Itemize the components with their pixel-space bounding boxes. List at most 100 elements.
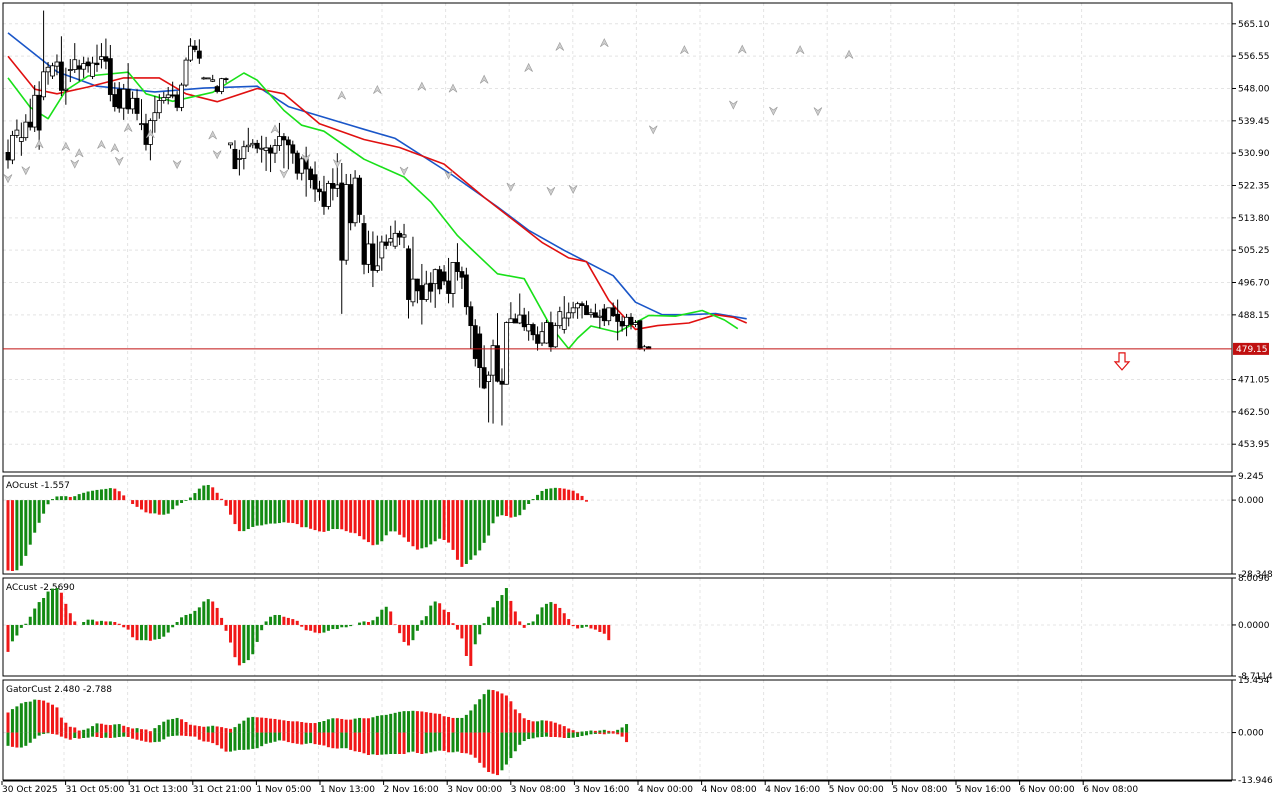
candle [588,308,594,318]
candle [228,142,233,149]
candle-body [90,62,95,77]
candle-body [254,142,260,149]
candle [463,267,469,315]
candle-body [508,318,514,324]
candle-body [268,147,273,154]
candle [281,133,287,169]
candle-body [219,78,225,92]
candle-body [45,66,51,73]
ao-panel[interactable]: AOcust -1.557 [6,481,588,572]
candle [285,136,291,170]
candle-body [36,94,42,131]
candle [179,82,184,112]
candle-body [579,303,585,306]
candle-body [214,86,220,92]
candle-body [245,144,251,148]
candle [125,63,131,114]
candle [268,144,273,173]
candle [54,54,60,76]
panel-frame-gator [2,679,1233,781]
candle-body [63,88,69,91]
candle-body [472,325,478,359]
candle-body [490,345,496,376]
candle [205,77,211,80]
fractal-down-icon [399,166,409,176]
candle [610,302,616,317]
fractal-down-icon [114,156,124,166]
fractal-up-icon [61,141,71,151]
candle [277,122,282,151]
gator-panel[interactable]: GatorCust 2.480 -2.788 [6,685,629,776]
candle-body [321,191,327,207]
candle [352,170,358,227]
candle-body [588,312,594,316]
candle-body [477,333,483,369]
candle-body [308,168,314,181]
candle [36,81,42,150]
candle [99,43,104,69]
alligator-jaw-line [7,32,747,320]
sell-arrow-icon [1113,352,1131,371]
fractal-down-icon [21,166,31,176]
price-panel[interactable] [3,10,1232,426]
y-tick-label: 0.000 [1238,729,1264,739]
candle-body [566,312,572,319]
candle [245,127,251,153]
candle-body [281,136,287,141]
candle [383,234,389,250]
candle-body [23,121,29,139]
candle-body [535,334,540,344]
candle-body [348,184,354,224]
fractal-up-icon [448,83,458,93]
candle [299,156,305,181]
fractal-up-icon [524,62,533,72]
candle [366,230,371,274]
candle-body [259,147,265,150]
price-scale[interactable]: 565.10 556.55 548.00 539.45 530.90 522.35 513.… [1232,20,1273,786]
candle [388,225,394,246]
x-tick-label: 2 Nov 16:00 [384,785,439,795]
y-tick-label: 505.25 [1238,246,1270,256]
candle [641,344,647,352]
candle [317,180,322,201]
candle [521,307,527,331]
candle-body [441,271,447,282]
candle [503,321,509,385]
candle [41,10,46,101]
candle-body [352,177,358,224]
time-scale[interactable]: 30 Oct 2025 31 Oct 05:00 31 Oct 13:00 31 Oc… [1,781,1138,795]
candle-body [463,274,469,308]
candle [139,99,144,131]
candle [152,96,158,133]
candle-body [610,307,616,317]
candle-body [201,77,207,80]
fractal-down-icon [729,100,738,110]
candle-body [593,312,598,318]
candle [232,140,238,170]
candle [254,139,260,154]
candle [419,263,425,325]
fractal-up-icon [34,139,44,149]
candle [303,146,309,197]
x-tick-label: 1 Nov 13:00 [320,785,375,795]
candle-body [32,94,38,128]
candle [147,118,153,161]
candle-body [544,322,549,344]
candle [81,56,87,78]
candle-body [312,174,318,190]
candle [459,266,465,289]
candle [134,89,140,121]
candle-body [343,184,349,261]
x-tick-label: 3 Nov 00:00 [447,785,502,795]
x-tick-label: 4 Nov 16:00 [765,785,820,795]
candle-body [414,278,420,292]
candle-body [67,69,73,71]
candle-body [170,94,176,97]
candle-body [188,45,193,61]
candle-body [446,280,451,294]
ac-panel[interactable]: ACcust -2.5690 [6,583,611,666]
candle-body [156,100,162,114]
candle-body [317,188,322,193]
y-tick-label: 15.454 [1238,676,1270,686]
